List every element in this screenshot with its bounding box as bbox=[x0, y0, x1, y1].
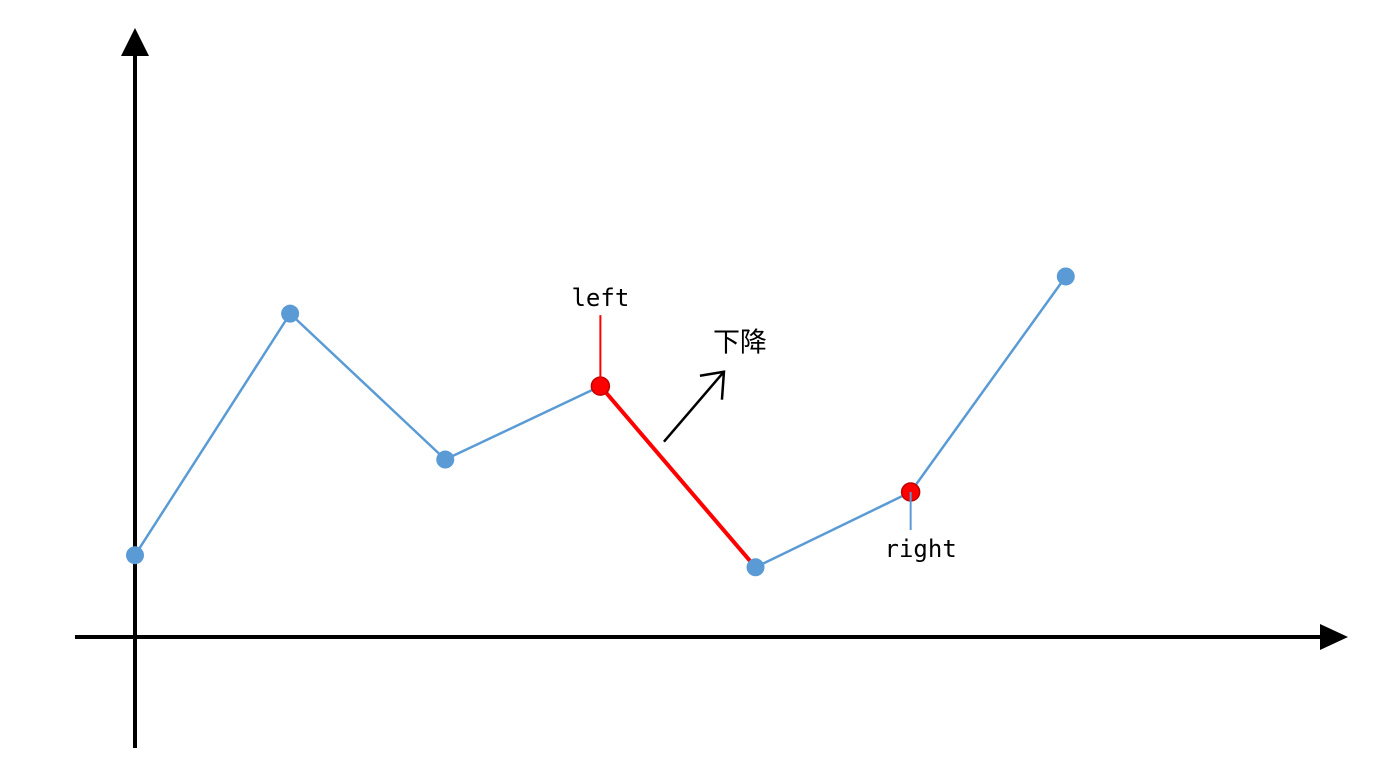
line-segment bbox=[754, 490, 912, 569]
highlight-segment bbox=[598, 384, 758, 570]
series bbox=[126, 267, 1075, 577]
annotations: 下降 bbox=[662, 328, 767, 443]
pointer-left-label: left bbox=[571, 284, 629, 312]
line-segment bbox=[133, 312, 292, 557]
axes bbox=[75, 28, 1348, 748]
data-point bbox=[436, 450, 455, 469]
y-axis-arrowhead bbox=[121, 28, 149, 56]
pointers: left right bbox=[571, 284, 956, 563]
data-point bbox=[281, 304, 300, 323]
data-point bbox=[126, 546, 144, 565]
pointer-right-label: right bbox=[885, 535, 957, 563]
line-segment bbox=[288, 312, 447, 461]
annotation-arrowhead bbox=[699, 370, 726, 400]
line-segment bbox=[909, 275, 1068, 494]
data-point bbox=[746, 558, 765, 577]
data-point bbox=[1056, 267, 1075, 286]
annotation-arrow-shaft bbox=[662, 370, 725, 443]
line-segment bbox=[444, 384, 602, 461]
annotation-label: 下降 bbox=[713, 328, 767, 359]
x-axis-arrowhead bbox=[1320, 624, 1348, 650]
